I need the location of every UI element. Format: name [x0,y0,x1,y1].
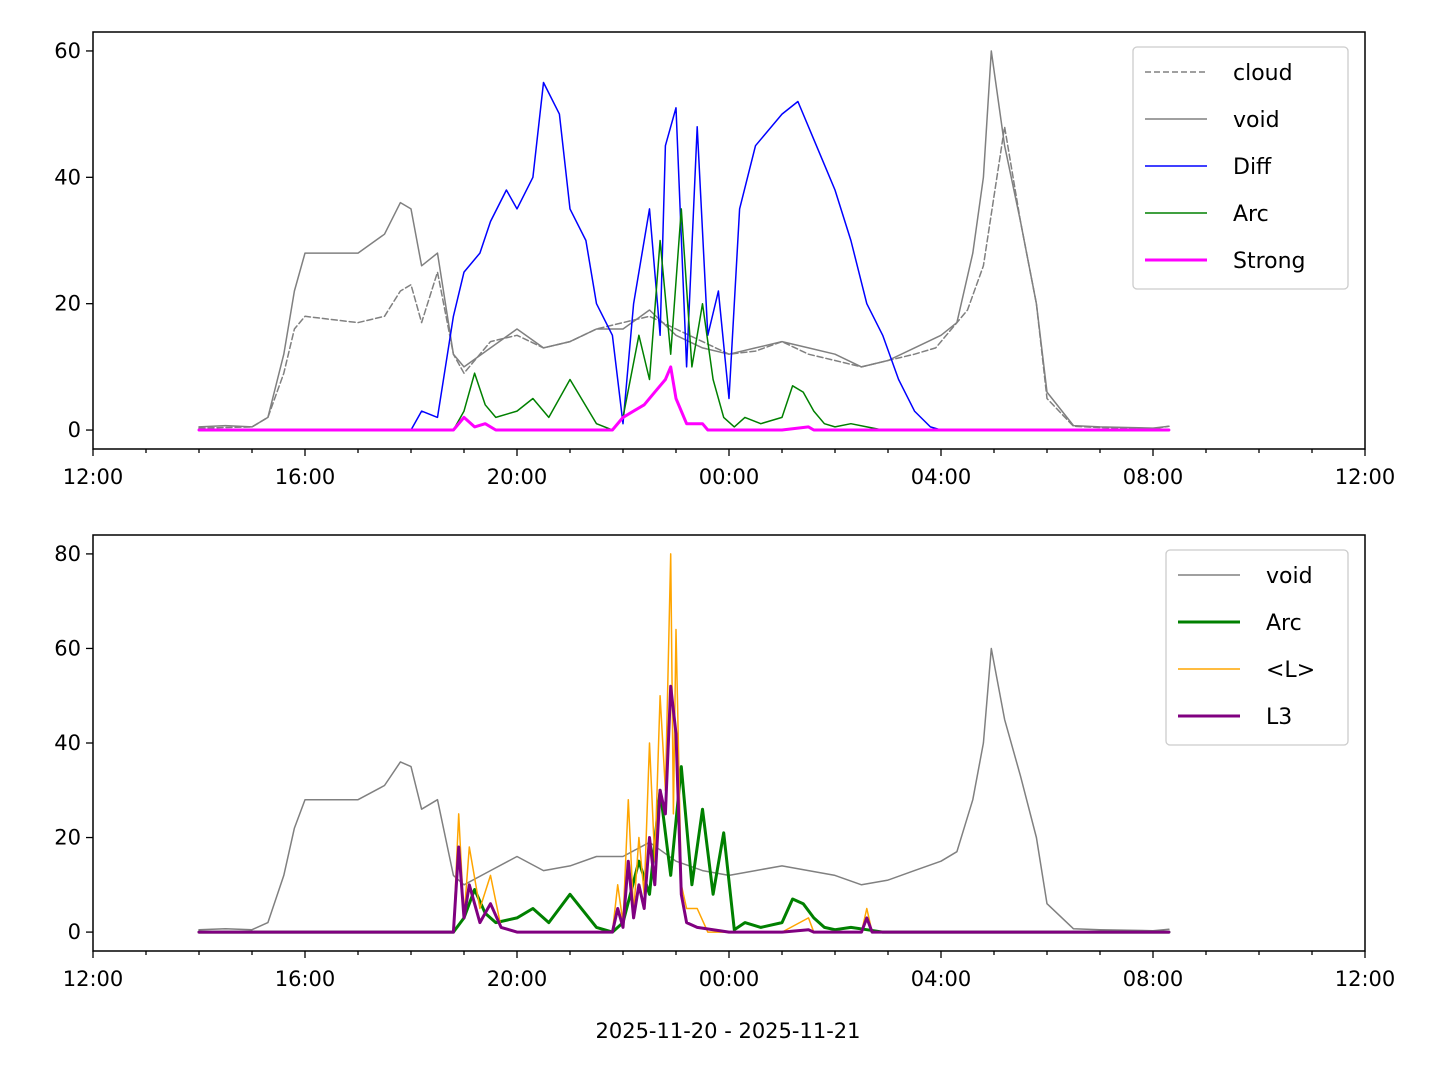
legend-label: <L> [1266,658,1315,683]
legend-label: L3 [1266,705,1292,730]
series-line-arc [452,208,884,431]
legend-box [1132,46,1349,290]
legend: void Arc <L> L3 [1165,549,1349,746]
y-tick-label: 20 [54,826,81,850]
y-tick-label: 20 [54,292,81,316]
legend: cloud void Diff Arc Strong [1132,46,1349,290]
x-tick-label: 00:00 [699,967,760,991]
y-tick-label: 40 [54,731,81,755]
x-tick-label: 00:00 [699,465,760,489]
y-tick-label: 60 [54,636,81,660]
y-tick-label: 60 [54,39,81,63]
y-tick-label: 80 [54,542,81,566]
legend-label: Arc [1233,202,1269,227]
y-tick-label: 40 [54,165,81,189]
legend-label: cloud [1233,61,1293,86]
bottom-panel: 12:00 16:00 20:00 00:00 04:00 08:00 12:00 0 20 40… [54,534,1396,991]
legend-label: void [1266,564,1313,589]
x-tick-label: 16:00 [275,967,336,991]
x-tick-label: 12:00 [63,967,124,991]
x-tick-label: 12:00 [1335,465,1396,489]
legend-label: Strong [1233,249,1306,274]
x-tick-label: 20:00 [487,465,548,489]
legend-label: Arc [1266,611,1302,636]
x-tick-label: 16:00 [275,465,336,489]
x-tick-label: 12:00 [1335,967,1396,991]
series-line-void [198,647,1170,932]
legend-box [1165,549,1349,746]
y-tick-label: 0 [68,920,81,944]
x-tick-label: 20:00 [487,967,548,991]
legend-label: void [1233,108,1280,133]
x-tick-label: 04:00 [911,465,972,489]
x-tick-label: 08:00 [1123,967,1184,991]
x-tick-label: 08:00 [1123,465,1184,489]
x-tick-label: 04:00 [911,967,972,991]
x-tick-label: 12:00 [63,465,124,489]
series-line-l3 [197,684,1171,934]
y-tick-label: 0 [68,418,81,442]
series-line-void [198,50,1170,429]
series-group [197,553,1171,934]
legend-label: Diff [1233,155,1272,180]
bottom-x-axis-label: 2025-11-20 - 2025-11-21 [595,1019,860,1043]
series-line-cloud [198,126,1170,430]
series-line-strong [197,365,1171,432]
series-line-arc [197,765,1171,934]
top-panel: 12:00 16:00 20:00 00:00 04:00 08:00 12:00 0 20 40… [54,31,1396,489]
series-group [197,50,1171,432]
series-line-diff [410,81,942,431]
